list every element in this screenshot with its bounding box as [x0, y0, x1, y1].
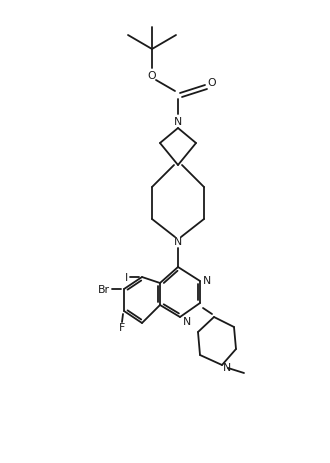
- Text: I: I: [124, 272, 128, 282]
- Text: N: N: [174, 117, 182, 127]
- Text: Br: Br: [98, 284, 110, 294]
- Text: N: N: [223, 362, 231, 372]
- Text: F: F: [119, 322, 125, 332]
- Text: O: O: [148, 71, 156, 81]
- Text: N: N: [203, 275, 211, 285]
- Text: N: N: [174, 237, 182, 246]
- Text: N: N: [183, 316, 191, 326]
- Text: O: O: [208, 78, 216, 88]
